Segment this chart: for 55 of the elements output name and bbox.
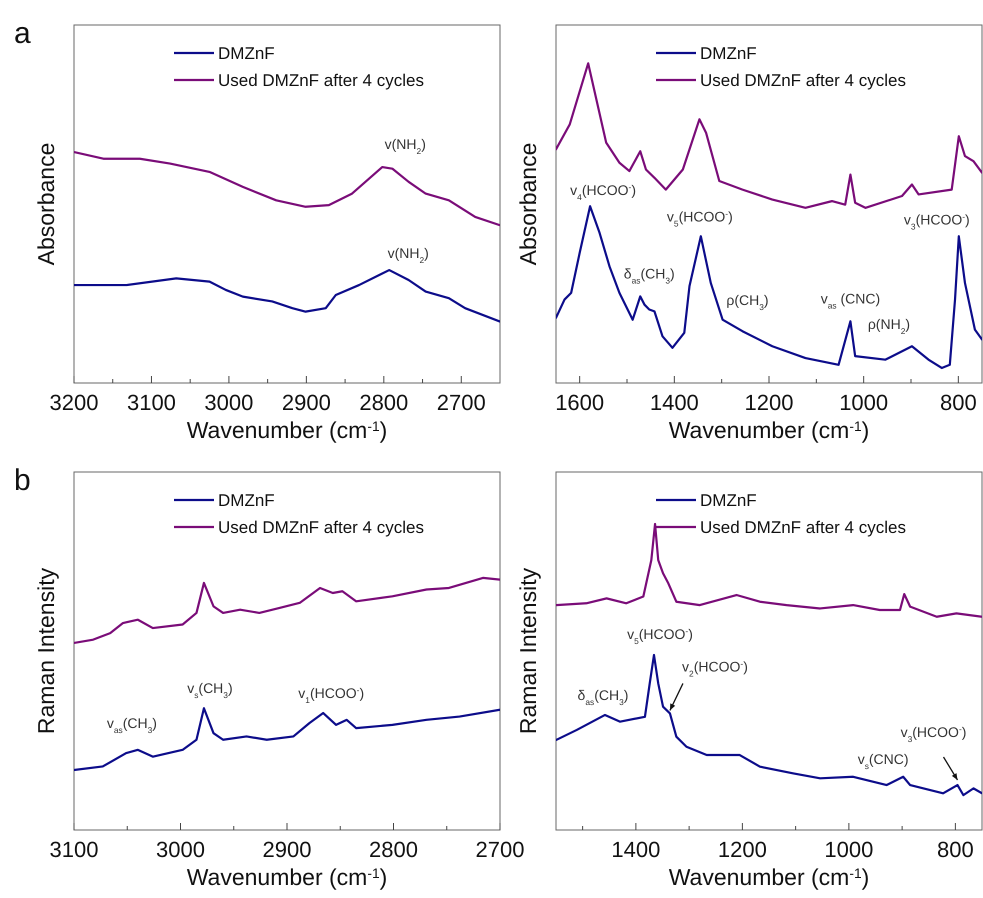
x-tick-label: 3100	[126, 390, 176, 415]
legend-label: Used DMZnF after 4 cycles	[218, 518, 424, 537]
legend-label: DMZnF	[218, 491, 275, 510]
y-axis-title: Raman Intensity	[515, 567, 541, 734]
x-tick-label: 3000	[156, 837, 205, 862]
annotation: v(NH$_{2}$)	[384, 136, 426, 156]
annotation: v$_{3}$(HCOO$^{-}$)	[904, 211, 970, 232]
text: a	[14, 17, 31, 50]
annotation: δ$_{as}$(CH$_{3}$)	[624, 265, 675, 286]
annotation: ρ(NH$_{2}$)	[868, 316, 910, 336]
annotation: v$_{s}$(CNC)	[858, 750, 909, 771]
x-tick-label: 2700	[476, 837, 524, 862]
x-tick-label: 1000	[839, 390, 888, 415]
annotation: v$_{3}$(HCOO$^{-}$)	[900, 724, 966, 744]
annotation: v$_{4}$(HCOO$^{-}$)	[570, 182, 636, 202]
x-axis-title: Wavenumber (cm$^{-1}$)	[186, 864, 388, 890]
x-axis-title: Wavenumber (cm$^{-1}$)	[668, 864, 870, 890]
x-tick-label: 1400	[611, 837, 660, 862]
legend-label: Used DMZnF after 4 cycles	[700, 518, 906, 537]
y-axis-title: Raman Intensity	[33, 567, 59, 734]
x-tick-label: 1200	[718, 837, 767, 862]
legend-label: DMZnF	[218, 44, 275, 63]
annotation: v$_{s}$(CH$_{3}$)	[187, 680, 233, 700]
x-tick-label: 1400	[650, 390, 699, 415]
annotation: v$_{5}$(HCOO$^{-}$)	[627, 626, 693, 646]
annotation: v$_{1}$(HCOO$^{-}$)	[298, 685, 364, 706]
annotation: v$_{as}$ (CNC)	[820, 290, 880, 310]
annotation: v(NH$_{2}$)	[388, 245, 429, 266]
x-tick-label: 1600	[555, 390, 604, 415]
x-tick-label: 3200	[50, 390, 98, 415]
x-axis-title: Wavenumber (cm$^{-1}$)	[668, 417, 870, 443]
y-axis-title: Absorbance	[33, 142, 59, 266]
text: b	[14, 464, 31, 497]
x-tick-label: 800	[940, 390, 977, 415]
x-tick-label: 800	[937, 837, 974, 862]
x-tick-label: 2700	[436, 390, 486, 415]
x-tick-label: 2900	[282, 390, 331, 415]
annotation: ρ(CH$_{3}$)	[726, 292, 769, 312]
y-axis-title: Absorbance	[515, 142, 541, 266]
legend-label: Used DMZnF after 4 cycles	[218, 71, 424, 90]
legend-label: DMZnF	[700, 44, 757, 63]
x-tick-label: 3000	[204, 390, 254, 415]
annotation: v$_{2}$(HCOO$^{-}$)	[682, 658, 748, 678]
x-tick-label: 2800	[359, 390, 408, 415]
x-axis-title: Wavenumber (cm$^{-1}$)	[186, 417, 388, 443]
x-tick-label: 1000	[824, 837, 874, 862]
x-tick-label: 1200	[744, 390, 794, 415]
annotation: v$_{5}$(HCOO$^{-}$)	[666, 208, 733, 228]
x-tick-label: 3100	[50, 837, 98, 862]
x-tick-label: 2800	[369, 837, 418, 862]
legend-label: Used DMZnF after 4 cycles	[700, 71, 906, 90]
annotation: v$_{as}$(CH$_{3}$)	[106, 714, 157, 735]
legend-label: DMZnF	[700, 491, 757, 510]
x-tick-label: 2900	[262, 837, 312, 862]
annotation: δ$_{as}$(CH$_{3}$)	[578, 686, 628, 707]
